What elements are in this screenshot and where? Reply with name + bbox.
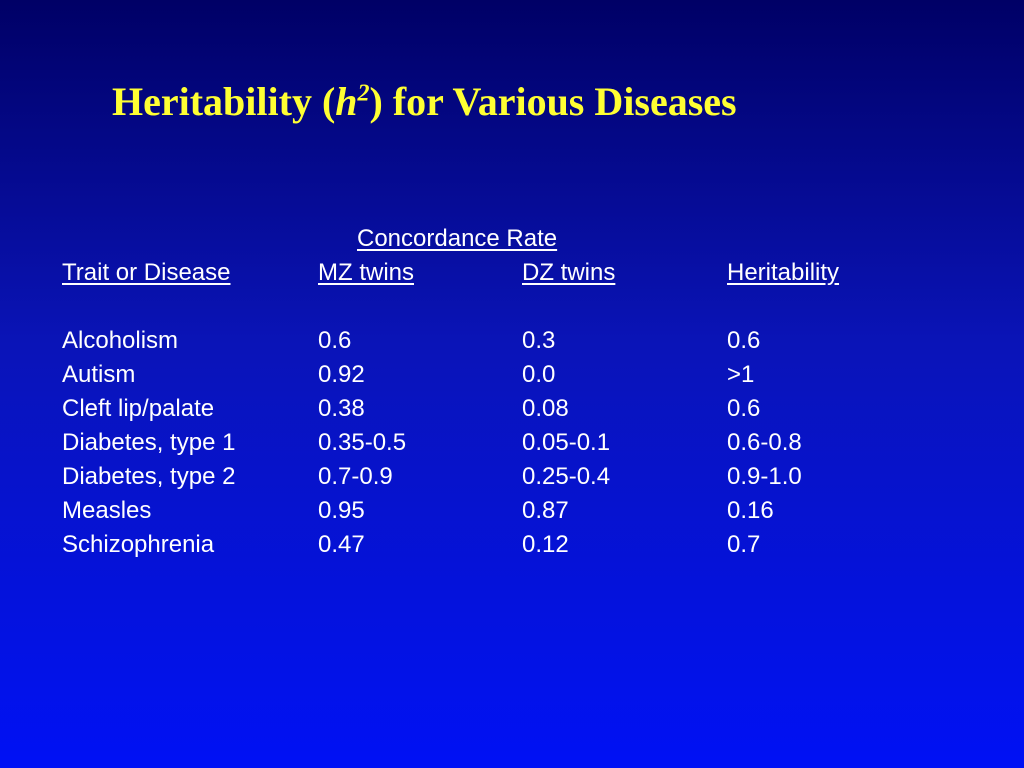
title-symbol: h bbox=[335, 79, 358, 124]
cell-heritability: 0.7 bbox=[727, 531, 761, 558]
cell-mz: 0.35-0.5 bbox=[318, 429, 407, 456]
cell-mz: 0.92 bbox=[318, 361, 365, 388]
cell-heritability: 0.16 bbox=[727, 497, 774, 524]
cell-mz: 0.7-0.9 bbox=[318, 463, 393, 490]
cell-trait: Diabetes, type 1 bbox=[62, 429, 236, 456]
header-heritability: Heritability bbox=[727, 259, 840, 286]
concordance-rate-header: Concordance Rate bbox=[357, 225, 558, 252]
cell-trait: Alcoholism bbox=[62, 327, 179, 354]
cell-dz: 0.08 bbox=[522, 395, 569, 422]
cell-mz: 0.47 bbox=[318, 531, 365, 558]
cell-trait: Diabetes, type 2 bbox=[62, 463, 236, 490]
cell-dz: 0.12 bbox=[522, 531, 569, 558]
title-suffix: ) for Various Diseases bbox=[369, 79, 737, 124]
cell-trait: Autism bbox=[62, 361, 136, 388]
cell-heritability: 0.6-0.8 bbox=[727, 429, 802, 456]
cell-mz: 0.6 bbox=[318, 327, 352, 354]
cell-dz: 0.0 bbox=[522, 361, 556, 388]
cell-trait: Measles bbox=[62, 497, 152, 524]
cell-trait: Cleft lip/palate bbox=[62, 395, 215, 422]
header-trait: Trait or Disease bbox=[62, 259, 231, 286]
cell-heritability: 0.6 bbox=[727, 327, 761, 354]
cell-dz: 0.05-0.1 bbox=[522, 429, 611, 456]
cell-mz: 0.95 bbox=[318, 497, 365, 524]
cell-dz: 0.25-0.4 bbox=[522, 463, 611, 490]
cell-mz: 0.38 bbox=[318, 395, 365, 422]
cell-heritability: 0.6 bbox=[727, 395, 761, 422]
title-superscript: 2 bbox=[357, 80, 370, 107]
cell-heritability: 0.9-1.0 bbox=[727, 463, 802, 490]
cell-trait: Schizophrenia bbox=[62, 531, 215, 558]
header-dz-twins: DZ twins bbox=[522, 259, 616, 286]
cell-dz: 0.3 bbox=[522, 327, 556, 354]
cell-dz: 0.87 bbox=[522, 497, 569, 524]
title-prefix: Heritability ( bbox=[112, 79, 336, 124]
cell-heritability: >1 bbox=[727, 361, 755, 388]
header-mz-twins: MZ twins bbox=[318, 259, 414, 286]
slide-title: Heritability (h2) for Various Diseases bbox=[112, 76, 737, 128]
